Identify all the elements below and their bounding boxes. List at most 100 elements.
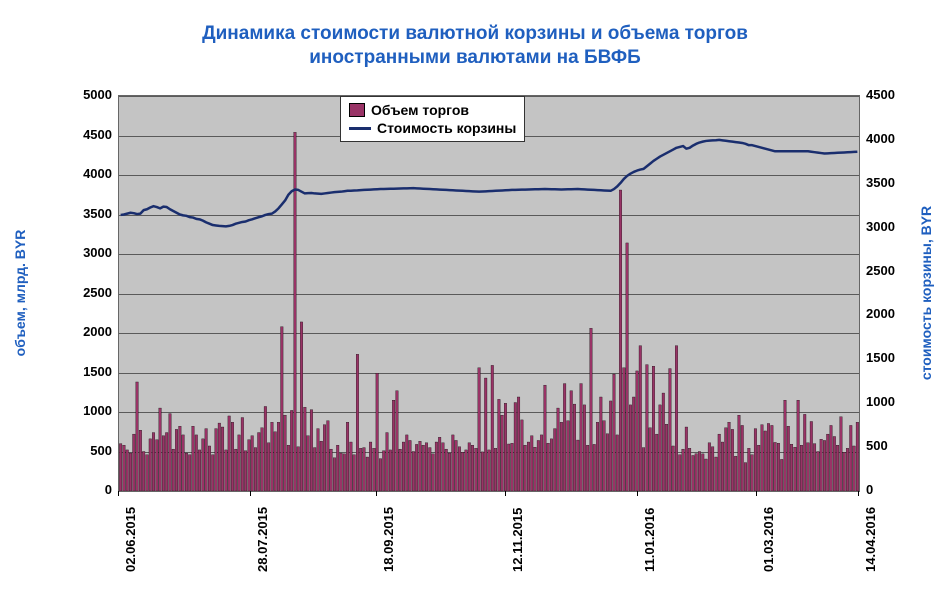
y-axis-left-label: объем, млрд. BYR [12,229,28,356]
bar [797,400,800,491]
bar [475,448,478,491]
bar [675,346,678,491]
bar [192,426,195,491]
bar [580,384,583,491]
bar [843,452,846,491]
bar [491,365,494,491]
bar [678,455,681,491]
bar [172,449,175,491]
legend-row: Стоимость корзины [349,119,516,137]
bar [205,429,208,491]
bar [846,448,849,491]
bar [655,434,658,491]
bar [442,443,445,491]
y-left-tick: 3500 [62,206,112,221]
y-right-tick: 3500 [866,175,916,190]
bar [553,429,556,491]
bar [738,415,741,491]
bar [422,445,425,491]
bar [701,454,704,491]
x-tick: 11.01.2016 [642,508,657,572]
bar [751,455,754,491]
bar [540,435,543,491]
x-tick: 02.06.2015 [123,507,138,572]
bar [129,453,132,491]
bar [366,457,369,491]
y-right-tick: 2000 [866,306,916,321]
bar [665,424,668,491]
y-left-tick: 1000 [62,403,112,418]
bar [290,410,293,491]
bar [435,442,438,491]
bar [609,401,612,491]
bar [570,391,573,491]
bar [198,450,201,491]
y-right-tick: 1000 [866,394,916,409]
x-tick-mark [756,491,757,496]
bar [277,422,280,491]
bar [544,385,547,491]
legend-label: Стоимость корзины [377,120,516,136]
bar [764,431,767,491]
bar [119,444,122,491]
bar [711,447,714,491]
bar [274,432,277,491]
bar [284,415,287,491]
plot-area [118,95,860,492]
title-line-1: Динамика стоимости валютной корзины и об… [202,23,748,44]
bar [389,450,392,491]
bar [603,421,606,491]
bar [836,445,839,491]
bar [817,452,820,492]
bar [646,365,649,491]
bar [323,425,326,491]
bar [399,449,402,491]
bar [484,378,487,491]
bar [234,449,237,491]
bar [350,442,353,491]
bar [741,425,744,491]
bar [557,408,560,491]
bar [182,435,185,491]
bar [803,414,806,491]
bar [458,447,461,491]
bar [619,190,622,491]
bar [139,430,142,491]
bar [856,422,859,491]
bar [649,428,652,491]
bar [840,417,843,491]
bar [373,448,376,491]
bar [152,433,155,491]
bar [353,455,356,491]
bar [432,454,435,491]
bar [524,445,527,491]
bar [346,422,349,491]
bar [254,448,257,491]
y-left-tick: 2500 [62,285,112,300]
y-right-tick: 0 [866,482,916,497]
bar [208,446,211,491]
bar [429,448,432,491]
bar [514,403,517,491]
bar [165,433,168,491]
bar [626,243,629,491]
bar [685,427,688,491]
bar [527,442,530,491]
bar [498,399,501,491]
bar [405,435,408,491]
bar [386,433,389,491]
bar [376,373,379,491]
bar [718,434,721,491]
x-tick-mark [505,491,506,496]
y-left-tick: 500 [62,443,112,458]
bar [257,433,260,491]
bar [271,422,274,491]
bar [248,440,251,491]
bar [774,442,777,491]
bar [294,132,297,491]
bar [780,459,783,491]
y-left-tick: 5000 [62,87,112,102]
bar [478,368,481,491]
bar [800,445,803,491]
chart-title: Динамика стоимости валютной корзины и об… [0,22,950,70]
